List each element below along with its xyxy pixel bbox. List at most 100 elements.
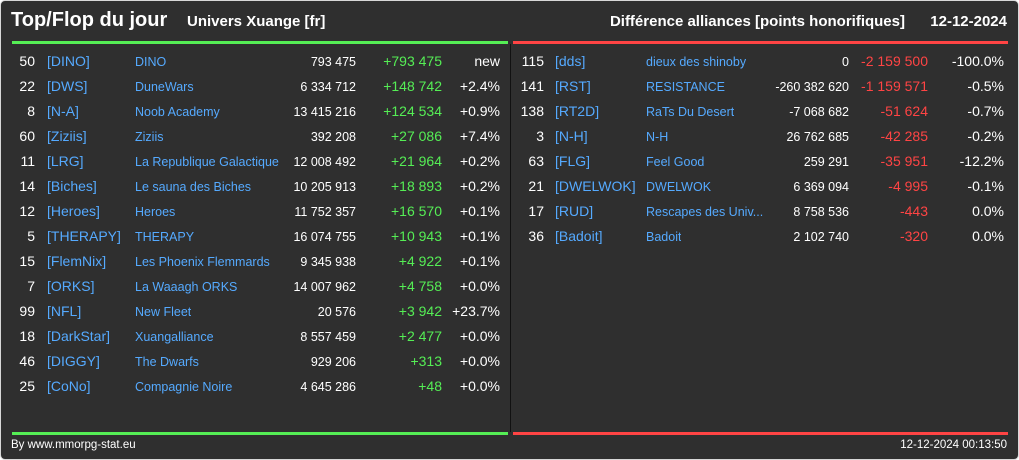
alliance-name-link[interactable]: Noob Academy (135, 105, 220, 119)
alliance-tag-link[interactable]: [DWS] (47, 78, 88, 94)
rank: 99 (19, 303, 35, 319)
score-value: 4 645 286 (300, 380, 356, 394)
pct-value: 0.0% (972, 203, 1004, 219)
flop-row: 17 [RUD] Rescapes des Univ... 8 758 536 -443… (511, 199, 1018, 224)
alliance-tag-link[interactable]: [N-A] (47, 103, 79, 119)
flop-list: 115 [dds] dieux des shinoby 0 -2 159 500 -100… (511, 49, 1018, 249)
alliance-name-link[interactable]: RaTs Du Desert (646, 105, 735, 119)
alliance-name-link[interactable]: La Waaagh ORKS (135, 280, 238, 294)
alliance-tag-link[interactable]: [RT2D] (555, 103, 600, 119)
alliance-tag-link[interactable]: [N-H] (555, 128, 588, 144)
flop-row: 138 [RT2D] RaTs Du Desert -7 068 682 -51 624… (511, 99, 1018, 124)
diff-value: +4 758 (398, 278, 442, 294)
top-row: 7 [ORKS] La Waaagh ORKS 14 007 962 +4 758 +0.… (1, 274, 510, 299)
diff-value: +124 534 (383, 103, 442, 119)
alliance-name-link[interactable]: DuneWars (135, 80, 194, 94)
alliance-name-link[interactable]: N-H (646, 130, 669, 144)
rank: 138 (520, 103, 544, 119)
diff-value: +3 942 (398, 303, 442, 319)
alliance-tag-link[interactable]: [DWELWOK] (555, 178, 636, 194)
alliance-tag-link[interactable]: [DIGGY] (47, 353, 100, 369)
diff-value: +313 (410, 353, 442, 369)
top-row: 25 [CoNo] Compagnie Noire 4 645 286 +48 +0.0% (1, 374, 510, 399)
alliance-name-link[interactable]: Ziziis (135, 130, 164, 144)
score-value: 14 007 962 (293, 280, 356, 294)
alliance-tag-link[interactable]: [FlemNix] (47, 253, 107, 269)
alliance-tag-link[interactable]: [Heroes] (47, 203, 100, 219)
top-row: 5 [THERAPY] THERAPY 16 074 755 +10 943 +0.1% (1, 224, 510, 249)
alliance-name-link[interactable]: dieux des shinoby (646, 55, 747, 69)
rank: 60 (19, 128, 35, 144)
alliance-tag-link[interactable]: [NFL] (47, 303, 82, 319)
pct-value: +0.0% (459, 328, 500, 344)
alliance-tag-link[interactable]: [THERAPY] (47, 228, 121, 244)
alliance-name-link[interactable]: New Fleet (135, 305, 192, 319)
diff-value: -35 951 (880, 153, 928, 169)
score-value: 8 758 536 (793, 205, 849, 219)
rank: 5 (27, 228, 35, 244)
alliance-tag-link[interactable]: [DarkStar] (47, 328, 111, 344)
score-value: -260 382 620 (775, 80, 849, 94)
diff-value: -42 285 (880, 128, 928, 144)
diff-value: +21 964 (391, 153, 442, 169)
pct-value: +0.0% (459, 378, 500, 394)
score-value: 6 369 094 (793, 180, 849, 194)
rank: 63 (528, 153, 544, 169)
top-row: 12 [Heroes] Heroes 11 752 357 +16 570 +0.1% (1, 199, 510, 224)
pct-value: +0.2% (459, 153, 500, 169)
alliance-name-link[interactable]: DWELWOK (646, 180, 712, 194)
diff-value: +16 570 (391, 203, 442, 219)
pct-value: -0.5% (967, 78, 1004, 94)
alliance-name-link[interactable]: Feel Good (646, 155, 705, 169)
alliance-name-link[interactable]: Le sauna des Biches (135, 180, 252, 194)
alliance-name-link[interactable]: RESISTANCE (646, 80, 725, 94)
alliance-name-link[interactable]: Heroes (135, 205, 176, 219)
score-value: 9 345 938 (300, 255, 356, 269)
alliance-tag-link[interactable]: [RUD] (555, 203, 594, 219)
alliance-tag-link[interactable]: [DINO] (47, 53, 90, 69)
score-value: 6 334 712 (300, 80, 356, 94)
alliance-tag-link[interactable]: [Badoit] (555, 228, 603, 244)
page-title: Top/Flop du jour (11, 9, 168, 31)
alliance-name-link[interactable]: The Dwarfs (135, 355, 199, 369)
alliance-tag-link[interactable]: [RST] (555, 78, 591, 94)
pct-value: -0.1% (967, 178, 1004, 194)
rank: 50 (19, 53, 35, 69)
rank: 17 (528, 203, 544, 219)
flop-row: 3 [N-H] N-H 26 762 685 -42 285 -0.2% (511, 124, 1018, 149)
rank: 36 (528, 228, 544, 244)
top-row: 46 [DIGGY] The Dwarfs 929 206 +313 +0.0% (1, 349, 510, 374)
score-value: 8 557 459 (300, 330, 356, 344)
alliance-name-link[interactable]: Badoit (646, 230, 682, 244)
alliance-tag-link[interactable]: [Biches] (47, 178, 97, 194)
footer-source[interactable]: By www.mmorpg-stat.eu (11, 439, 136, 451)
pct-value: +0.0% (459, 353, 500, 369)
top-section-bar (12, 41, 508, 44)
alliance-tag-link[interactable]: [FLG] (555, 153, 591, 169)
alliance-tag-link[interactable]: [CoNo] (47, 378, 91, 394)
score-value: -7 068 682 (789, 105, 849, 119)
pct-value: -0.2% (967, 128, 1004, 144)
alliance-tag-link[interactable]: [dds] (555, 53, 586, 69)
pct-value: +0.2% (459, 178, 500, 194)
flop-row: 141 [RST] RESISTANCE -260 382 620 -1 159 571… (511, 74, 1018, 99)
score-value: 13 415 216 (293, 105, 356, 119)
diff-value: -1 159 571 (861, 78, 928, 94)
diff-value: -2 159 500 (861, 53, 928, 69)
alliance-name-link[interactable]: Xuangalliance (135, 330, 214, 344)
pct-value: +0.0% (459, 278, 500, 294)
rank: 46 (19, 353, 35, 369)
alliance-name-link[interactable]: DINO (135, 55, 167, 69)
rank: 3 (536, 128, 544, 144)
alliance-tag-link[interactable]: [LRG] (47, 153, 84, 169)
pct-value: +0.9% (459, 103, 500, 119)
header-date: 12-12-2024 (930, 13, 1007, 30)
alliance-tag-link[interactable]: [Ziziis] (47, 128, 87, 144)
score-value: 259 291 (803, 155, 849, 169)
score-value: 2 102 740 (793, 230, 849, 244)
alliance-tag-link[interactable]: [ORKS] (47, 278, 95, 294)
rank: 11 (20, 153, 35, 169)
alliance-name-link[interactable]: Compagnie Noire (135, 380, 233, 394)
score-value: 11 752 357 (294, 205, 356, 219)
alliance-name-link[interactable]: THERAPY (135, 230, 195, 244)
